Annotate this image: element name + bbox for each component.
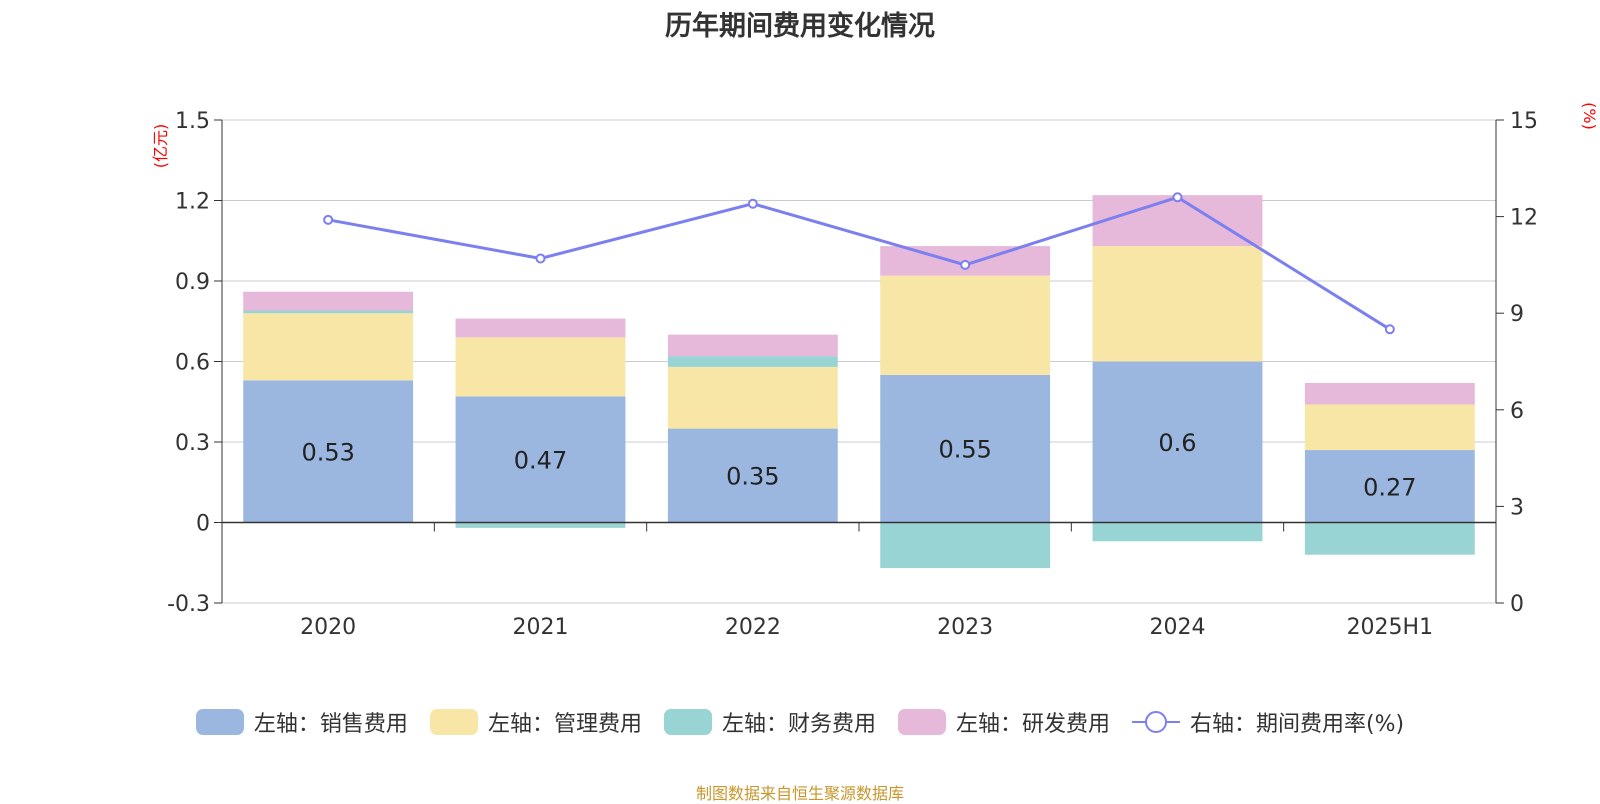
left-axis-tick-label: 1.2 [175, 190, 210, 215]
legend-line-marker [1131, 709, 1180, 735]
left-axis-tick-label: 0 [196, 512, 210, 537]
bar-segment [243, 313, 414, 381]
bar-segment [1092, 361, 1263, 523]
bar-segment [880, 522, 1051, 569]
left-axis-tick-label: -0.3 [167, 592, 210, 617]
category-label: 2023 [937, 615, 993, 640]
bar-segment [667, 334, 838, 357]
legend-label: 右轴：期间费用率(%) [1189, 712, 1405, 737]
legend-label: 左轴：销售费用 [253, 712, 408, 737]
chart-canvas: -0.3 0 0.3 0.6 0.9 1.2 1.5 0 3 6 9 12 15 (亿元) (%) 0.53 0… [151, 102, 1599, 640]
legend-swatch [897, 709, 946, 735]
left-axis-tick-label: 0.3 [175, 431, 210, 456]
bar-segment [455, 396, 626, 523]
bar-data-label: 0.35 [726, 463, 779, 491]
bar-segment [455, 522, 626, 528]
bar-segment [243, 291, 414, 311]
category-label: 2021 [513, 615, 569, 640]
legend-label: 左轴：财务费用 [721, 712, 876, 737]
right-axis-tick-label: 9 [1510, 302, 1524, 327]
bar-segment [243, 310, 414, 314]
bar-segment [880, 275, 1051, 375]
legend-item[interactable]: 左轴：销售费用 [195, 706, 408, 738]
bar-segment [667, 366, 838, 429]
rate-line [327, 195, 1391, 331]
left-axis-tick-label: 0.6 [175, 351, 210, 376]
right-axis-tick-label: 12 [1510, 206, 1538, 231]
bar-segment [243, 380, 414, 523]
rate-point [535, 253, 546, 264]
legend-label: 左轴：管理费用 [487, 712, 642, 737]
bar-segment [455, 318, 626, 338]
right-axis-tick-label: 6 [1510, 399, 1524, 424]
legend-item[interactable]: 左轴：研发费用 [897, 706, 1110, 738]
category-label: 2025H1 [1347, 615, 1434, 640]
legend-swatch [663, 709, 712, 735]
bar-data-label: 0.27 [1363, 473, 1416, 501]
bar-segment [1092, 195, 1263, 247]
legend-item[interactable]: 左轴：管理费用 [429, 706, 642, 738]
bar-segment [1304, 382, 1475, 405]
legend: 左轴：销售费用 左轴：管理费用 左轴：财务费用 左轴：研发费用 右轴：期间费用率(%) [0, 706, 1600, 738]
bar-segment [667, 428, 838, 523]
rate-point [960, 259, 971, 270]
data-source-note: 制图数据来自恒生聚源数据库 [695, 784, 904, 803]
rate-point [323, 214, 334, 225]
right-axis-unit: (%) [1580, 102, 1599, 130]
right-axis-tick-label: 3 [1510, 495, 1524, 520]
bar-segment [1304, 522, 1475, 555]
legend-label: 左轴：研发费用 [955, 712, 1110, 737]
legend-item[interactable]: 右轴：期间费用率(%) [1131, 706, 1405, 738]
bar-data-label: 0.47 [514, 446, 567, 474]
bar-segment [1304, 404, 1475, 451]
rate-point [747, 198, 758, 209]
category-label: 2024 [1150, 615, 1206, 640]
rate-point [1384, 324, 1395, 335]
legend-swatch [429, 709, 478, 735]
bar-segment [455, 337, 626, 397]
left-axis-unit: (亿元) [151, 124, 170, 169]
rate-point [1172, 192, 1183, 203]
bar-segment [667, 356, 838, 367]
bar-data-label: 0.6 [1158, 429, 1196, 457]
bar-segment [880, 374, 1051, 523]
right-axis-tick-label: 0 [1510, 592, 1524, 617]
left-axis-tick-label: 0.9 [175, 270, 210, 295]
legend-swatch [195, 709, 244, 735]
category-label: 2020 [300, 615, 356, 640]
bar-segment [1304, 450, 1475, 523]
right-axis-tick-label: 15 [1510, 109, 1538, 134]
category-label: 2022 [725, 615, 781, 640]
left-axis-tick-label: 1.5 [175, 109, 210, 134]
bar-data-label: 0.55 [938, 436, 991, 464]
bar-data-label: 0.53 [301, 438, 354, 466]
chart-title: 历年期间费用变化情况 [665, 11, 935, 42]
legend-item[interactable]: 左轴：财务费用 [663, 706, 876, 738]
bar-segment [1092, 522, 1263, 542]
bar-segment [1092, 246, 1263, 362]
